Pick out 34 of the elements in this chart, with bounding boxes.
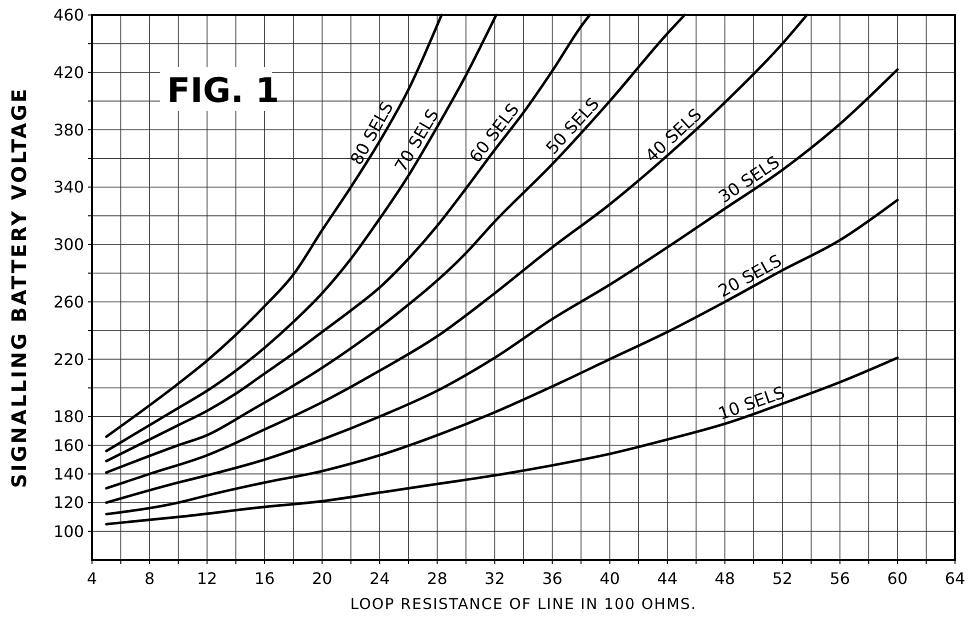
text: FIG. 1: [167, 71, 280, 111]
line-series: [105, 356, 899, 526]
x-tick-label: 32: [484, 569, 505, 588]
y-tick-label: 100: [53, 522, 84, 541]
line-series: [105, 68, 899, 504]
x-tick-label: 24: [369, 569, 390, 588]
x-tick-label: 4: [86, 569, 98, 588]
x-tick-label: 16: [254, 569, 275, 588]
x-tick-label: 60: [887, 569, 908, 588]
y-tick-label: 220: [53, 350, 84, 369]
y-tick-label: 420: [53, 62, 84, 82]
x-tick-label: 20: [312, 569, 332, 588]
y-tick-label: 260: [53, 292, 84, 312]
y-tick-label: 120: [53, 493, 84, 512]
y-tick-label: 340: [53, 178, 84, 197]
y-tick-label: 300: [53, 235, 84, 254]
y-axis-title: SIGNALLING BATTERY VOLTAGE: [7, 86, 31, 488]
x-tick-label: 36: [542, 569, 562, 588]
x-tick-label: 40: [600, 569, 620, 588]
x-tick-label: 48: [714, 569, 736, 588]
y-tick-label: 460: [53, 6, 84, 25]
x-tick-label: 28: [427, 569, 448, 588]
x-tick-label: 52: [772, 569, 793, 588]
x-tick-label: 64: [944, 569, 966, 588]
y-tick-label: 160: [53, 436, 84, 455]
y-tick-label: 180: [53, 407, 84, 426]
x-tick-label: 12: [196, 569, 218, 588]
x-tick-label: 56: [830, 569, 850, 588]
y-tick-label: 380: [53, 120, 84, 140]
text: 10 SELS: [716, 382, 788, 425]
x-tick-label: 8: [144, 569, 155, 588]
x-axis-title: LOOP RESISTANCE OF LINE IN 100 OHMS.: [350, 595, 697, 613]
y-tick-label: 140: [53, 464, 84, 484]
x-tick-label: 44: [657, 569, 678, 588]
